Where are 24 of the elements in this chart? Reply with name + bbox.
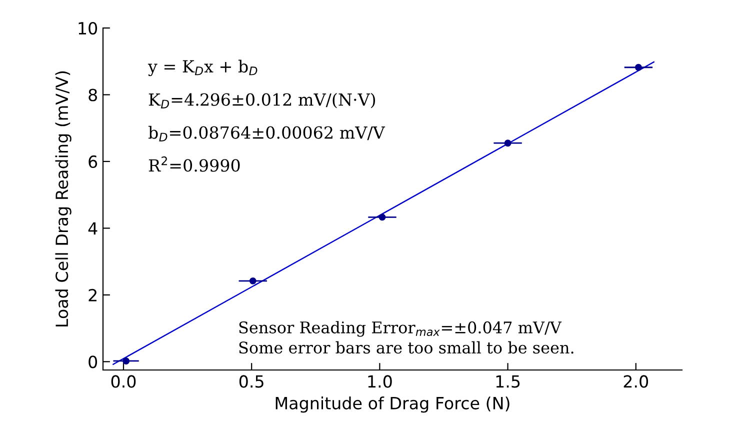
y-tick-label: 4	[88, 222, 98, 235]
annotation: Sensor Reading Error$_{max}$=±0.047 mV/V	[239, 321, 562, 337]
y-tick-label: 2	[88, 288, 96, 302]
y-tick-label: 0	[88, 356, 98, 368]
point	[634, 64, 642, 71]
point	[504, 140, 512, 147]
x-tick-label: 1.5	[496, 375, 520, 388]
y-axis-title: Load Cell Drag Reading (mV/V)	[55, 71, 72, 326]
annotation: b$_{D}$=0.08764±0.00062 mV/V	[148, 126, 386, 142]
x-tick-label: 0.0	[111, 375, 136, 388]
x-axis-title: Magnitude of Drag Force (N)	[276, 396, 510, 413]
point	[122, 358, 130, 364]
x-tick-label: 2.0	[624, 375, 648, 388]
point	[249, 277, 256, 284]
x-tick-label: 0.5	[239, 375, 264, 388]
y-tick-label: 8	[88, 88, 97, 102]
y-tick-label: 10	[78, 22, 98, 35]
annotation: y = K$_{D}$x + b$_{D}$	[148, 60, 258, 76]
x-tick-label: 1.0	[368, 375, 392, 388]
annotation: K$_{D}$=4.296±0.012 mV/(N·V)	[148, 92, 376, 108]
y-tick-label: 6	[88, 155, 98, 168]
annotation: Some error bars are too small to be seen.	[239, 341, 574, 354]
point	[378, 214, 386, 221]
annotation: R$^{2}$=0.9990	[148, 156, 240, 172]
